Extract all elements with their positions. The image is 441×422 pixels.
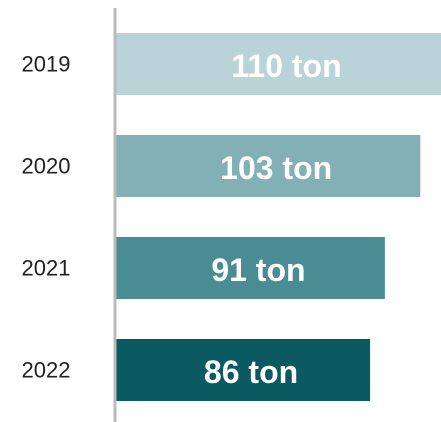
- category-label: 2021: [22, 256, 71, 281]
- value-label: 91 ton: [211, 252, 305, 288]
- bar: [116, 237, 385, 299]
- value-label: 103 ton: [220, 150, 332, 186]
- category-label: 2022: [22, 358, 71, 383]
- bar: [116, 135, 421, 197]
- category-label: 2019: [22, 52, 71, 77]
- value-label: 110 ton: [231, 48, 341, 84]
- value-label: 86 ton: [204, 354, 298, 390]
- bar: [116, 33, 441, 95]
- category-label: 2020: [22, 154, 71, 179]
- bar: [116, 339, 371, 401]
